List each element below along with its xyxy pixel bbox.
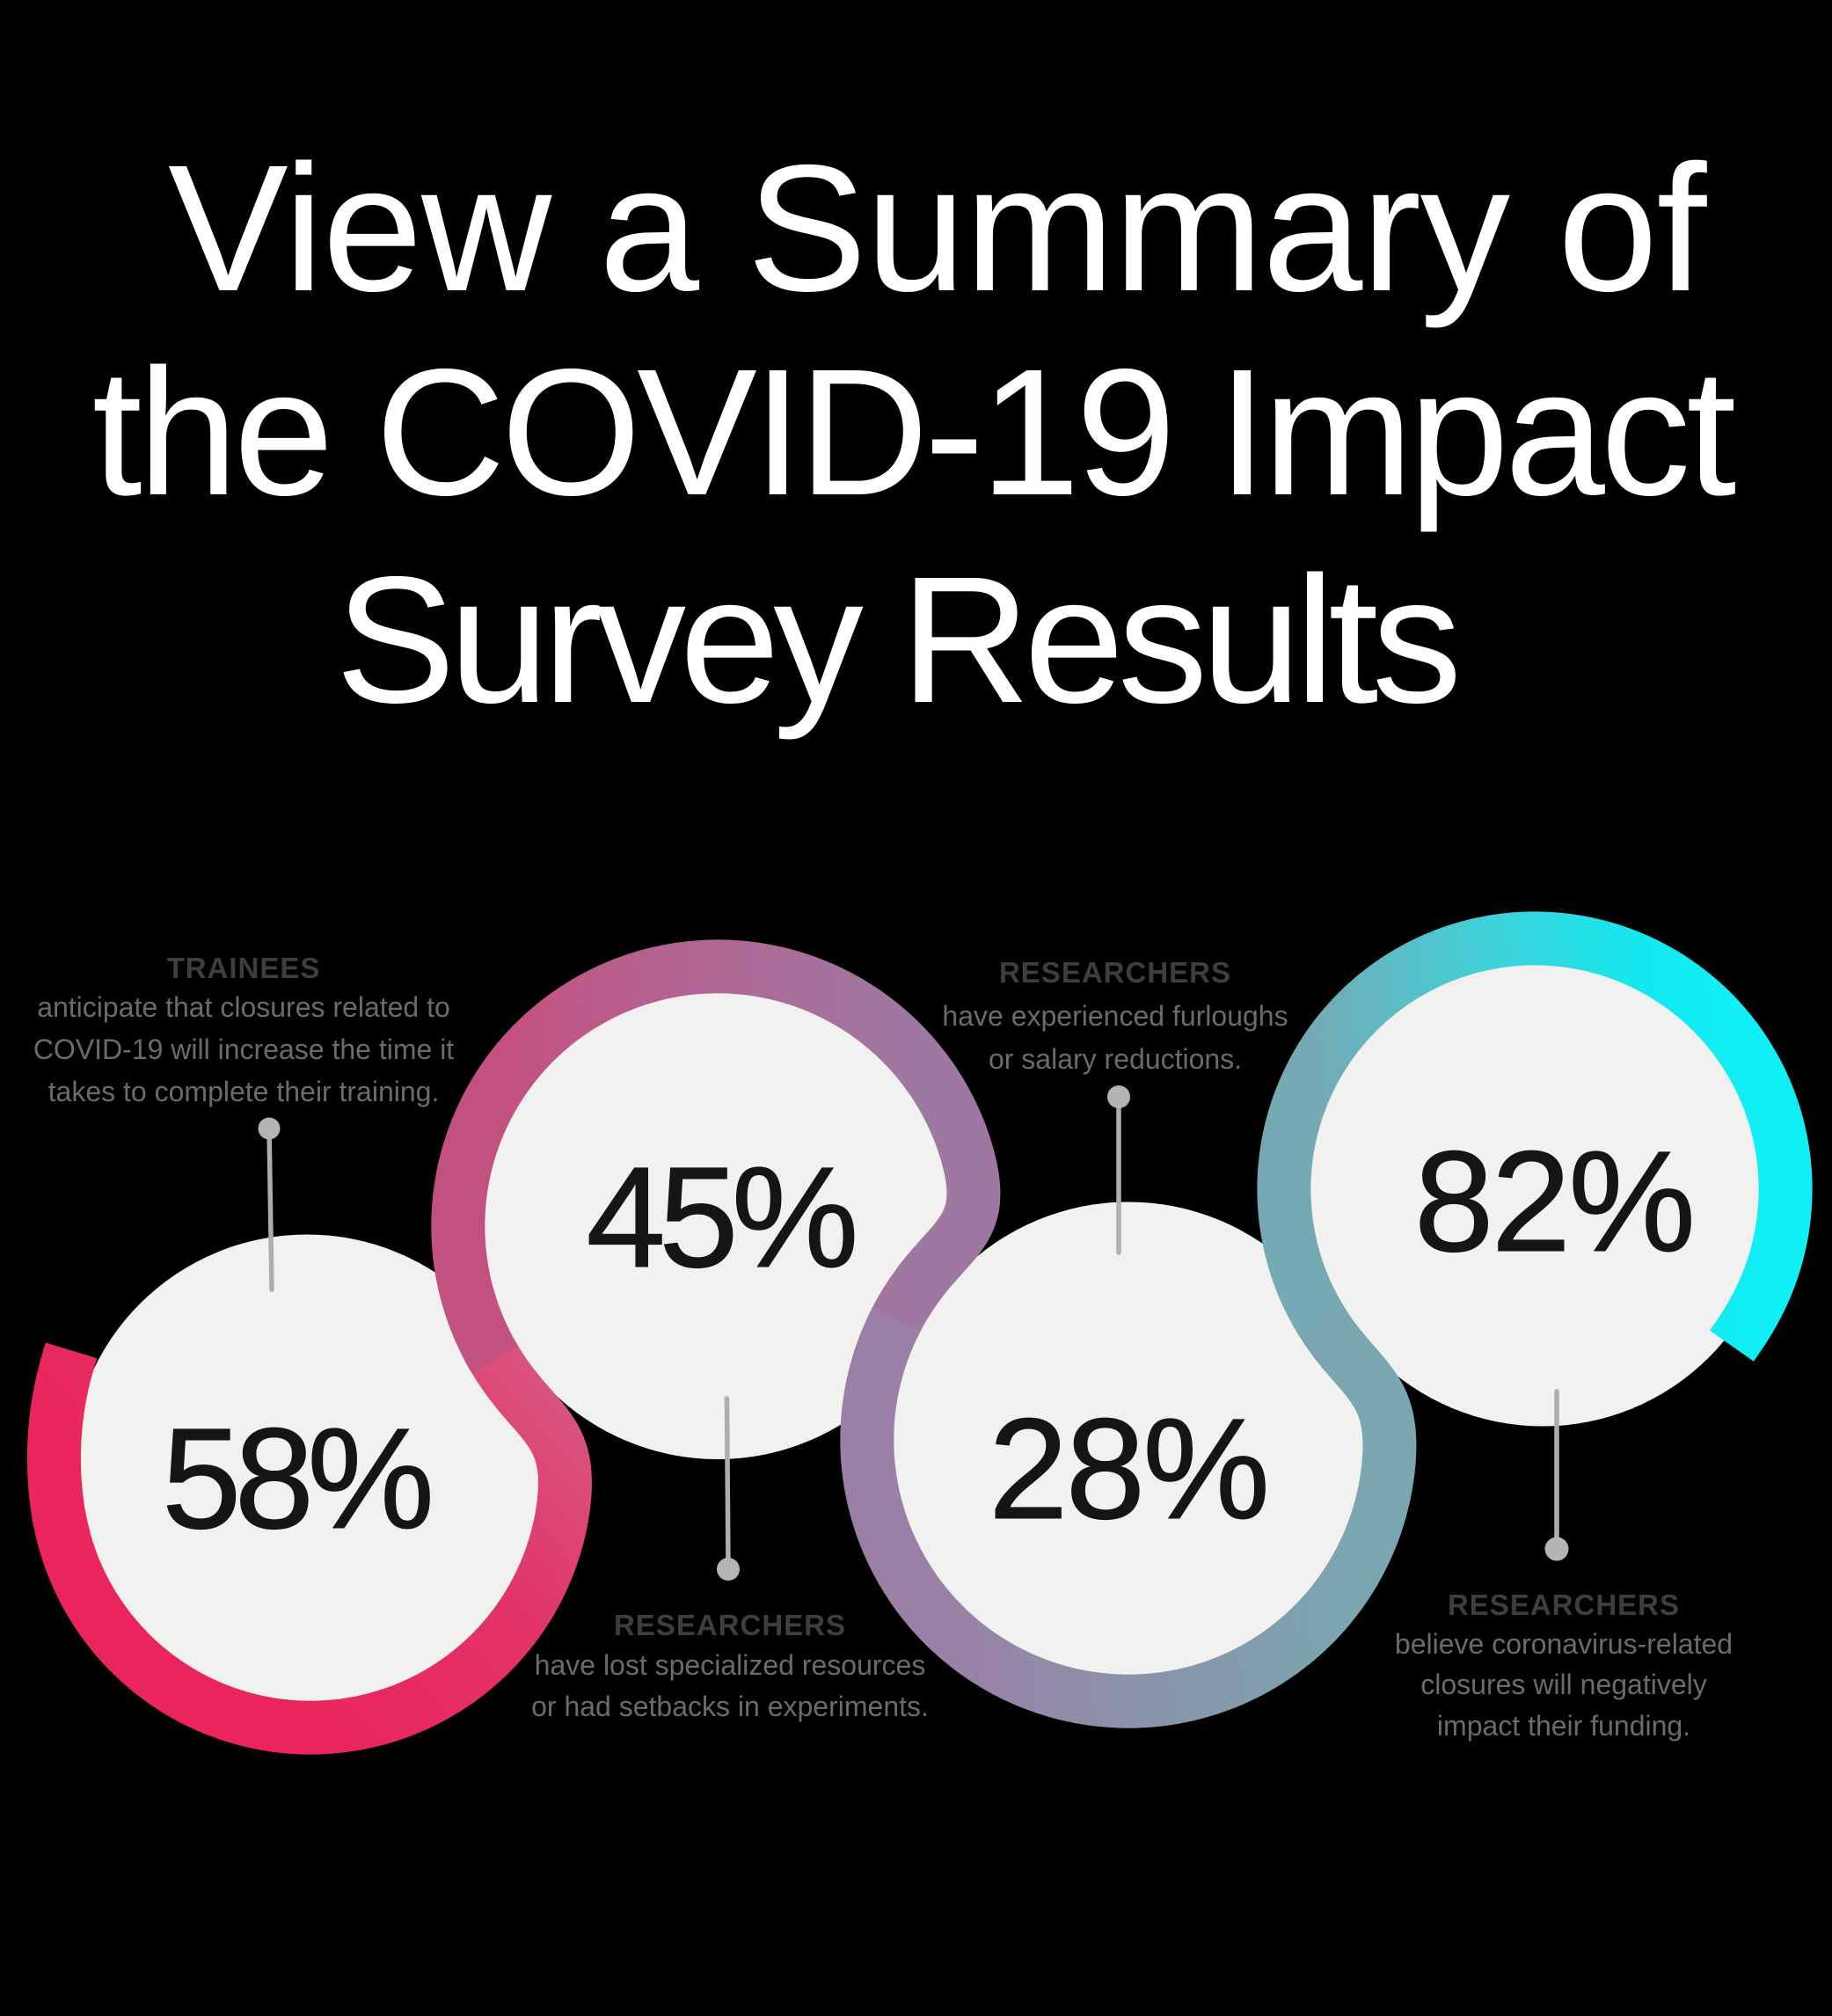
svg-text:impact their funding.: impact their funding. xyxy=(1437,1710,1690,1742)
svg-text:RESEARCHERS: RESEARCHERS xyxy=(1448,1589,1680,1621)
svg-text:45%: 45% xyxy=(586,1136,854,1297)
svg-text:the COVID-19 Impact: the COVID-19 Impact xyxy=(92,332,1736,533)
svg-text:View a Summary of: View a Summary of xyxy=(168,128,1708,329)
svg-text:RESEARCHERS: RESEARCHERS xyxy=(999,956,1231,989)
svg-text:28%: 28% xyxy=(989,1388,1267,1549)
svg-text:have lost specialized resource: have lost specialized resources xyxy=(535,1649,926,1681)
svg-text:anticipate that closures relat: anticipate that closures related to xyxy=(37,991,450,1023)
svg-text:have experienced furloughs: have experienced furloughs xyxy=(942,1000,1288,1032)
svg-text:believe coronavirus-related: believe coronavirus-related xyxy=(1395,1628,1733,1660)
svg-text:COVID-19 will increase the tim: COVID-19 will increase the time it xyxy=(33,1034,454,1065)
svg-text:82%: 82% xyxy=(1414,1121,1693,1282)
svg-text:or salary reductions.: or salary reductions. xyxy=(989,1043,1242,1075)
svg-text:58%: 58% xyxy=(162,1398,430,1559)
svg-text:RESEARCHERS: RESEARCHERS xyxy=(614,1609,846,1641)
svg-text:takes to complete their traini: takes to complete their training. xyxy=(48,1076,440,1107)
svg-text:closures will negatively: closures will negatively xyxy=(1420,1669,1706,1700)
svg-text:TRAINEES: TRAINEES xyxy=(167,952,321,984)
svg-text:Survey Results: Survey Results xyxy=(335,539,1456,741)
svg-text:or had setbacks in experiments: or had setbacks in experiments. xyxy=(531,1691,929,1722)
